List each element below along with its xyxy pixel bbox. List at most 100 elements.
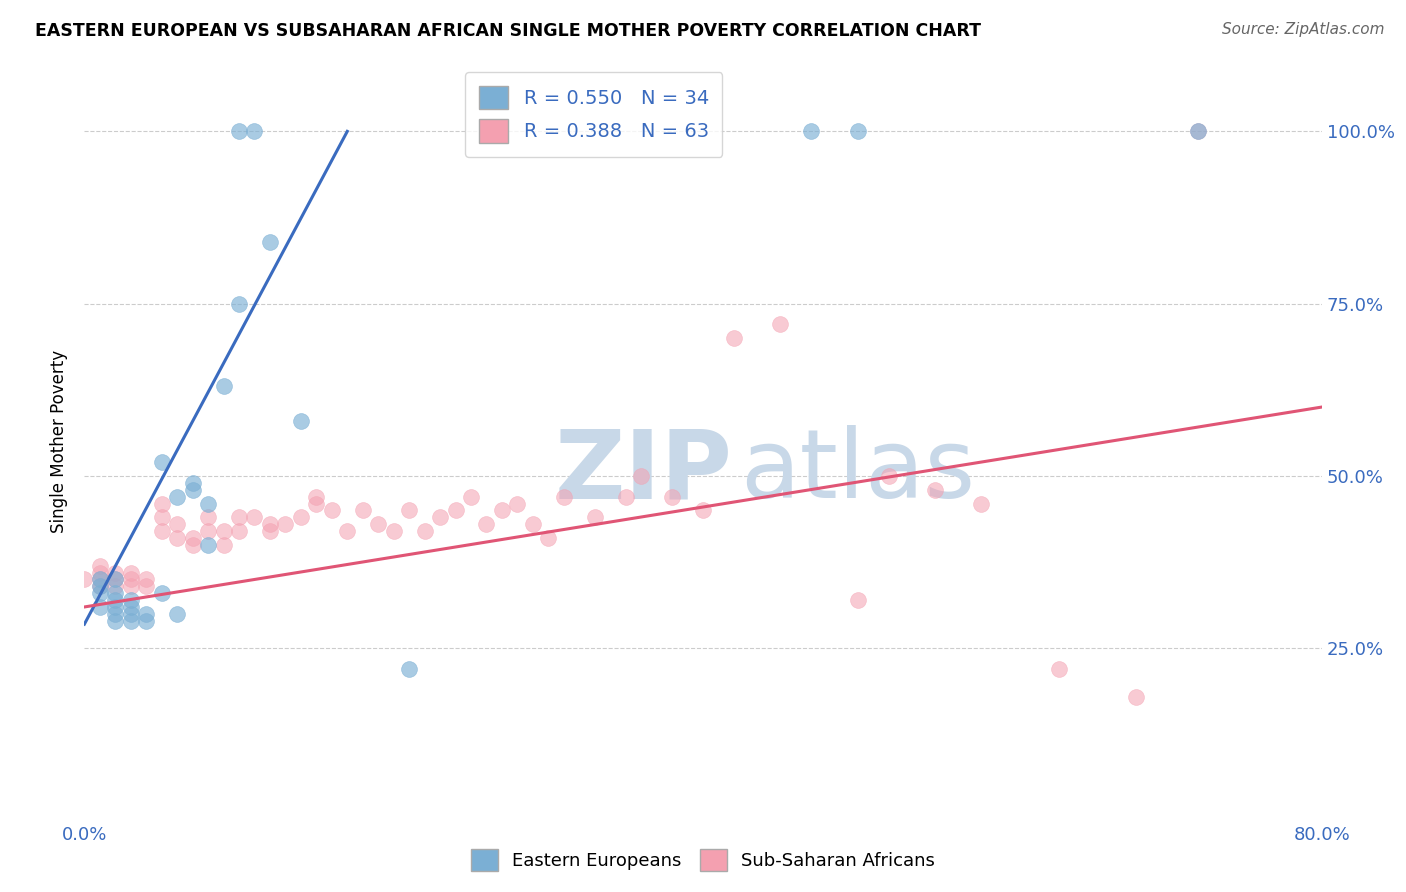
Point <box>506 497 529 511</box>
Point <box>305 497 328 511</box>
Point <box>243 510 266 524</box>
Point <box>89 558 111 573</box>
Point <box>120 593 142 607</box>
Point <box>382 524 405 538</box>
Point <box>104 566 127 580</box>
Point <box>290 510 312 524</box>
Point <box>104 599 127 614</box>
Point <box>336 524 359 538</box>
Point <box>228 510 250 524</box>
Point <box>274 517 297 532</box>
Point <box>290 414 312 428</box>
Point <box>150 524 173 538</box>
Point <box>630 469 652 483</box>
Point <box>1187 124 1209 138</box>
Point <box>723 331 745 345</box>
Point <box>181 538 204 552</box>
Point <box>197 510 219 524</box>
Point <box>89 566 111 580</box>
Point <box>135 607 157 621</box>
Point <box>89 579 111 593</box>
Legend: Eastern Europeans, Sub-Saharan Africans: Eastern Europeans, Sub-Saharan Africans <box>464 842 942 879</box>
Point <box>1125 690 1147 704</box>
Point <box>150 510 173 524</box>
Text: ZIP: ZIP <box>554 425 733 518</box>
Point <box>89 599 111 614</box>
Point <box>1047 662 1070 676</box>
Point <box>970 497 993 511</box>
Point <box>769 318 792 332</box>
Point <box>120 579 142 593</box>
Point <box>181 483 204 497</box>
Point <box>259 524 281 538</box>
Point <box>228 524 250 538</box>
Point <box>212 538 235 552</box>
Point <box>692 503 714 517</box>
Point <box>135 573 157 587</box>
Point <box>429 510 451 524</box>
Point <box>800 124 823 138</box>
Point <box>877 469 900 483</box>
Point <box>150 497 173 511</box>
Point <box>537 531 560 545</box>
Point <box>398 503 420 517</box>
Point <box>181 531 204 545</box>
Point <box>150 586 173 600</box>
Point <box>166 490 188 504</box>
Point <box>259 235 281 249</box>
Point <box>243 124 266 138</box>
Point <box>228 124 250 138</box>
Point <box>73 573 96 587</box>
Point <box>491 503 513 517</box>
Point <box>120 614 142 628</box>
Point <box>197 497 219 511</box>
Y-axis label: Single Mother Poverty: Single Mother Poverty <box>51 350 69 533</box>
Legend: R = 0.550   N = 34, R = 0.388   N = 63: R = 0.550 N = 34, R = 0.388 N = 63 <box>465 72 723 157</box>
Point <box>352 503 374 517</box>
Point <box>89 586 111 600</box>
Point <box>583 510 606 524</box>
Point <box>120 599 142 614</box>
Point <box>166 607 188 621</box>
Point <box>104 586 127 600</box>
Point <box>104 573 127 587</box>
Point <box>553 490 575 504</box>
Point <box>321 503 343 517</box>
Point <box>413 524 436 538</box>
Point <box>305 490 328 504</box>
Point <box>1187 124 1209 138</box>
Point <box>367 517 389 532</box>
Point <box>444 503 467 517</box>
Point <box>150 455 173 469</box>
Point <box>135 579 157 593</box>
Point <box>104 607 127 621</box>
Point <box>924 483 946 497</box>
Point <box>212 524 235 538</box>
Point <box>120 607 142 621</box>
Point <box>135 614 157 628</box>
Text: EASTERN EUROPEAN VS SUBSAHARAN AFRICAN SINGLE MOTHER POVERTY CORRELATION CHART: EASTERN EUROPEAN VS SUBSAHARAN AFRICAN S… <box>35 22 981 40</box>
Point <box>166 517 188 532</box>
Point <box>104 573 127 587</box>
Point <box>166 531 188 545</box>
Point <box>89 573 111 587</box>
Point <box>181 475 204 490</box>
Point <box>89 573 111 587</box>
Point <box>460 490 482 504</box>
Point <box>89 579 111 593</box>
Point <box>661 490 683 504</box>
Point <box>522 517 544 532</box>
Point <box>846 124 869 138</box>
Point <box>120 573 142 587</box>
Point <box>120 566 142 580</box>
Point <box>104 593 127 607</box>
Point <box>212 379 235 393</box>
Point <box>259 517 281 532</box>
Point <box>614 490 637 504</box>
Text: atlas: atlas <box>740 425 976 518</box>
Point <box>197 538 219 552</box>
Point <box>228 296 250 310</box>
Point <box>104 579 127 593</box>
Point <box>846 593 869 607</box>
Point <box>104 614 127 628</box>
